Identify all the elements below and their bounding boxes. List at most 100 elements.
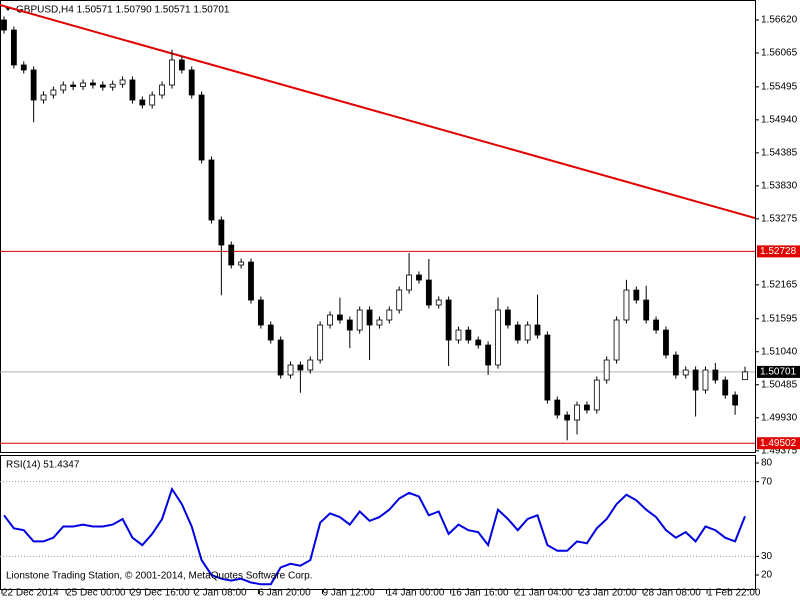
candle-body [435,299,442,306]
candle-body [603,359,610,381]
candle-body [277,339,284,376]
candle-body [129,79,136,101]
candle-body [20,64,27,71]
candle-body [366,309,373,326]
y-tick-label: 1.49375 [761,445,798,456]
candle-body [10,29,17,66]
candle-body [485,344,492,366]
candle-body [672,354,679,376]
y-tick-label: 1.54385 [761,148,798,159]
rsi-panel [0,455,756,590]
y-tick-label: 1.55495 [761,82,798,93]
candle-body [712,369,719,381]
y-tick-label: 1.54940 [761,115,798,126]
footer: Lionstone Trading Station, © 2001-2014, … [6,571,312,582]
rsi-line [3,486,746,586]
candle-body [742,371,748,381]
candle-body [475,339,482,346]
candle-body [90,82,96,86]
candle-body [554,399,561,416]
candle-body [139,99,146,106]
candle-body [99,84,106,88]
candle-body [149,94,156,106]
x-tick-label: 23 Jan 20:00 [579,588,637,599]
x-tick-label: 21 Jan 04:00 [515,588,573,599]
candle-body [425,279,432,306]
candle-body [159,84,165,96]
candle-body [514,324,521,341]
candle-body [544,334,551,401]
price-label: 1.52728 [760,246,797,257]
candle-body [732,394,739,406]
candle-body [692,369,699,391]
candle-body [633,289,640,301]
candle-body [495,309,501,366]
candle-body [623,289,630,321]
candle-body [238,261,245,266]
candle-body [297,364,304,371]
candle-body [257,299,264,326]
candle-body [248,261,254,301]
candle-body [445,299,452,341]
candle-body [60,84,67,91]
x-tick-label: 22 Dec 2014 [2,588,59,599]
x-tick-label: 29 Dec 16:00 [130,588,190,599]
y-tick-label: 1.53275 [761,214,798,225]
candle-body [287,364,294,376]
x-tick-label: 2 Jan 08:00 [194,588,247,599]
x-tick-label: 9 Jan 12:00 [323,588,376,599]
candle-body [524,324,531,341]
candle-body [178,59,185,71]
candle-body [574,404,580,421]
price-label: 1.50701 [760,367,797,378]
candle-body [218,219,225,246]
candle-body [267,324,274,341]
candle-body [80,82,86,87]
candle-body [593,379,600,411]
candle-body [613,319,620,361]
y-tick-label: 1.53830 [761,181,798,192]
price-label-box [757,245,800,258]
candle-body [119,79,126,85]
candle-body [346,319,353,331]
y-tick-label: 1.49930 [761,412,798,423]
candle-body [307,359,314,371]
candle-body [169,59,175,86]
x-tick-label: 14 Jan 00:00 [387,588,445,599]
candle-body [356,309,363,331]
price-panel [0,0,756,453]
x-tick-label: 6 Jan 20:00 [258,588,311,599]
price-label-box [757,365,800,378]
rsi-tick-label: 20 [761,570,773,581]
candle-body [40,94,47,101]
candle-body [70,84,77,87]
chart-title: GBPUSD,H4 1.50571 1.50790 1.50571 1.5070… [16,5,230,16]
candle-body [406,274,412,291]
y-tick-label: 1.51595 [761,313,798,324]
rsi-tick-label: 70 [761,476,773,487]
candle-body [30,69,37,101]
candle-body [50,89,57,96]
candle-body [534,324,541,336]
candle-body [416,274,422,281]
candle-body [337,314,343,321]
rsi-tick-label: 30 [761,551,773,562]
y-tick-label: 1.56065 [761,48,798,59]
candle-body [198,94,205,161]
trendline [0,4,756,219]
candle-body [584,404,590,411]
y-tick-label: 1.50485 [761,379,798,390]
candle-body [317,324,324,361]
y-tick-label: 1.51040 [761,346,798,357]
candle-body [208,159,215,221]
candle-body [188,69,195,96]
y-tick-label: 1.56620 [761,15,798,26]
candle-body [455,329,462,341]
price-label-box [757,437,800,450]
candle-body [1,19,7,31]
x-tick-label: 16 Jan 16:00 [451,588,509,599]
candle-body [564,414,571,421]
candle-body [228,244,235,266]
candle-body [109,83,116,88]
